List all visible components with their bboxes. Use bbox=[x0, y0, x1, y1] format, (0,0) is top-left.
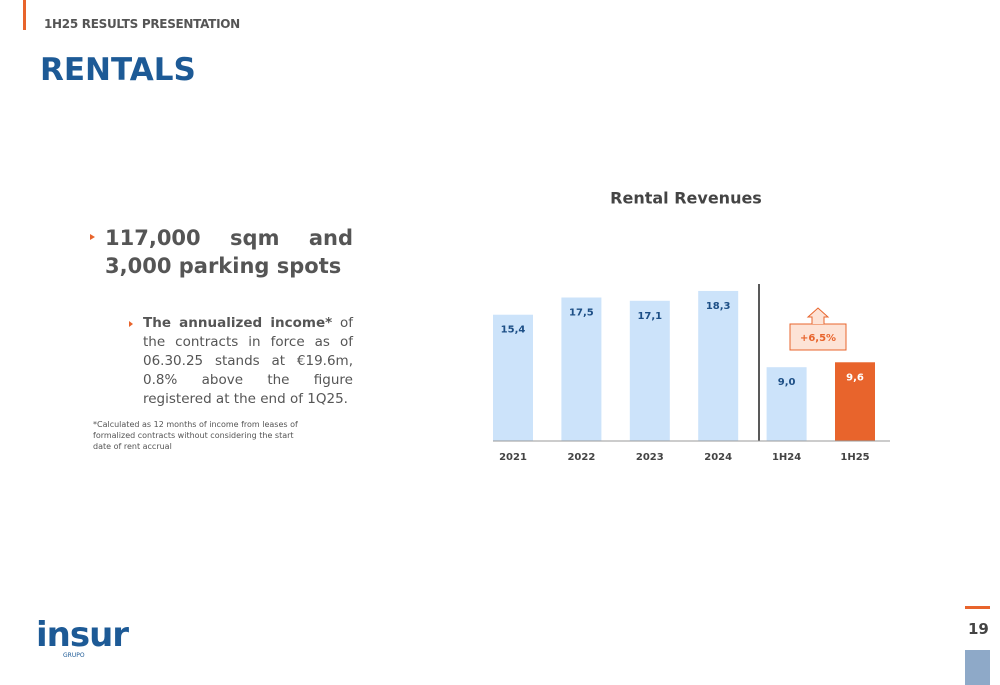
x-tick-label: 2023 bbox=[636, 452, 664, 463]
bar bbox=[629, 300, 670, 441]
bar bbox=[835, 362, 875, 441]
annotation: +6,5% bbox=[800, 333, 836, 344]
logo-name: insur bbox=[36, 615, 129, 655]
x-tick-label: 2021 bbox=[499, 452, 527, 463]
bar bbox=[561, 297, 602, 441]
bullet-marker bbox=[129, 321, 133, 327]
logo: ​insur bbox=[36, 615, 129, 655]
page-accent bbox=[965, 606, 990, 609]
page-block bbox=[965, 650, 990, 685]
annotation-arrow bbox=[806, 307, 830, 324]
slide-title: RENTALS bbox=[40, 52, 196, 88]
x-tick-label: 2022 bbox=[567, 452, 595, 463]
x-tick-label: 1H24 bbox=[772, 452, 801, 463]
value-label: 17,5 bbox=[569, 308, 594, 319]
bar bbox=[493, 314, 533, 441]
x-tick-label: 1H25 bbox=[840, 452, 869, 463]
page-number: 19 bbox=[968, 620, 989, 638]
accent-bar bbox=[23, 0, 26, 30]
kicker: 1H25 RESULTS PRESENTATION bbox=[44, 17, 240, 31]
value-label: 15,4 bbox=[501, 325, 526, 336]
value-label: 9,6 bbox=[846, 372, 864, 383]
x-tick-label: 2024 bbox=[704, 452, 732, 463]
bullet-marker bbox=[90, 234, 95, 240]
value-label: 9,0 bbox=[778, 377, 796, 388]
bar bbox=[698, 290, 739, 441]
sub-bullet: The annualized income* of the contracts … bbox=[143, 314, 353, 409]
logo-sub: GRUPO bbox=[63, 652, 85, 659]
footnote: *Calculated as 12 months of income from … bbox=[93, 420, 298, 451]
chart-title: Rental Revenues bbox=[610, 189, 762, 208]
value-label: 18,3 bbox=[706, 301, 731, 312]
bullet-text: of the contracts in force as of 06.30.25… bbox=[143, 315, 353, 407]
value-label: 17,1 bbox=[637, 311, 662, 322]
bullet-text: 117,000 sqm and 3,000 parking spots bbox=[105, 226, 353, 278]
annotation-box bbox=[789, 323, 847, 351]
bar bbox=[766, 367, 807, 441]
bullet-bold: The annualized income* bbox=[143, 315, 333, 331]
